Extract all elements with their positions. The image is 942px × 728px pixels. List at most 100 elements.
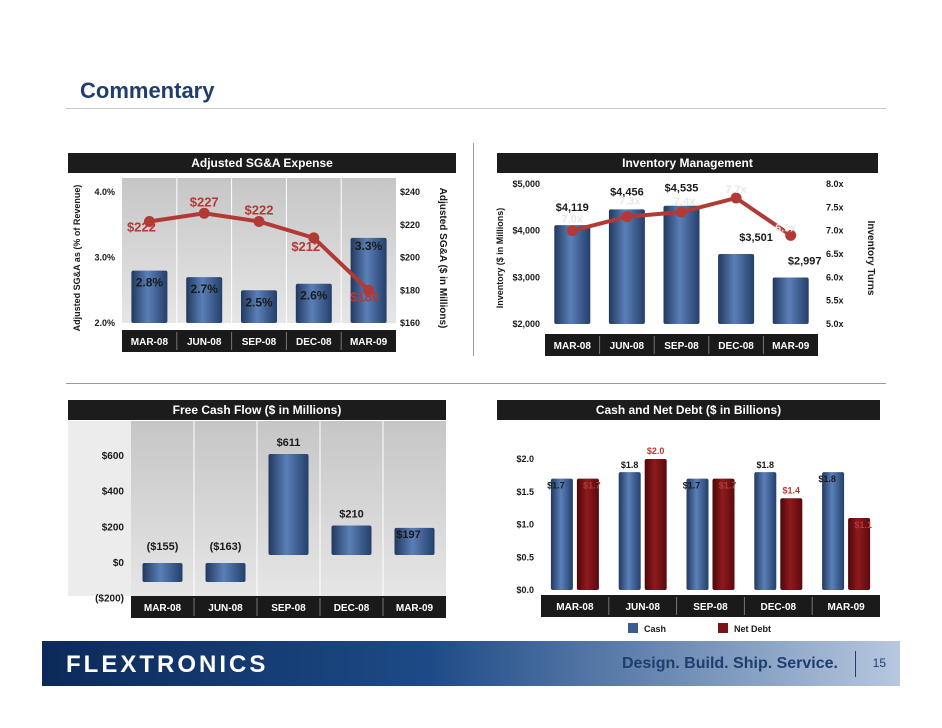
- fcf-tick: $0: [113, 558, 125, 569]
- inventory-right-axis-label: Inventory Turns: [865, 221, 876, 296]
- fcf-bar: [394, 527, 435, 555]
- fcf-bar: [268, 454, 309, 555]
- fcf-bar: [331, 525, 372, 555]
- fcf-axis-strip: [131, 596, 446, 618]
- fcf-bar: [142, 563, 183, 582]
- sga-category-label: JUN-08: [187, 337, 222, 348]
- sga-bar-label: 2.8%: [136, 276, 164, 290]
- sga-line-point: [198, 207, 210, 219]
- inventory-bar: [772, 277, 809, 324]
- fcf-bar: [205, 563, 246, 582]
- inventory-bar: [608, 209, 645, 324]
- sga-bar-label: 3.3%: [355, 239, 383, 253]
- sga-right-tick: $220: [400, 220, 420, 230]
- inventory-bar-label: $4,119: [556, 202, 589, 214]
- fcf-header: [68, 400, 446, 420]
- sga-title: Adjusted SG&A Expense: [191, 156, 333, 170]
- fcf-tick: $400: [102, 487, 125, 498]
- cash-bar-label: $1.7: [683, 481, 701, 491]
- page-title: Commentary: [80, 78, 215, 103]
- inventory-line-label: 7.0x: [562, 214, 584, 226]
- legend-cash-swatch: [628, 623, 638, 633]
- sga-category-label: SEP-08: [242, 337, 277, 348]
- sga-category-label: DEC-08: [296, 337, 332, 348]
- net-debt-bar-label: $1.7: [583, 481, 601, 491]
- inventory-axis-strip: [545, 334, 818, 356]
- fcf-category-label: JUN-08: [208, 603, 243, 614]
- inventory-bar: [718, 253, 755, 324]
- vertical-divider: [473, 143, 474, 356]
- cash-bar-label: $1.8: [818, 474, 836, 484]
- cash-tick: $1.5: [516, 487, 534, 497]
- legend-net-debt-swatch: [718, 623, 728, 633]
- inventory-category-label: DEC-08: [718, 341, 754, 352]
- net-debt-bar: [644, 459, 667, 590]
- sga-axis-strip: [122, 330, 396, 352]
- inventory-left-tick: $5,000: [512, 179, 540, 189]
- inventory-header: [497, 153, 878, 173]
- sga-bar: [241, 290, 277, 323]
- inventory-bar-label: $4,535: [665, 183, 699, 195]
- fcf-tick: ($200): [95, 594, 124, 605]
- net-debt-bar: [576, 478, 599, 590]
- sga-bar: [295, 283, 332, 323]
- cash-bar: [686, 478, 709, 590]
- inventory-title: Inventory Management: [622, 156, 753, 170]
- fcf-bar-label: ($163): [210, 541, 242, 553]
- inventory-line-point: [621, 211, 633, 223]
- fcf-category-label: MAR-09: [396, 603, 434, 614]
- cash-category-label: MAR-09: [827, 602, 865, 613]
- inventory-left-axis-label: Inventory ($ in Millions): [495, 208, 505, 309]
- inventory-right-tick: 5.0x: [826, 319, 844, 329]
- net-debt-bar-label: $1.1: [854, 520, 872, 530]
- inventory-bar: [554, 225, 591, 324]
- title-rule: [66, 108, 886, 109]
- inventory-bar: [663, 205, 700, 324]
- sga-left-axis-label: Adjusted SG&A as (% of Revenue): [72, 185, 82, 332]
- inventory-line-point: [676, 206, 687, 218]
- cash-tick: $0.5: [516, 552, 534, 562]
- inventory-line-label: 7.7x: [725, 184, 747, 196]
- sga-header: [68, 153, 456, 173]
- sga-line-label: $222: [245, 202, 274, 217]
- inventory-left-tick: $3,000: [512, 272, 540, 282]
- fcf-bar-label: $197: [396, 529, 420, 541]
- fcf-tick: $600: [102, 451, 125, 462]
- inventory-line-label: 7.4x: [674, 196, 696, 208]
- footer-bar: FLEXTRONICS Design. Build. Ship. Service…: [42, 641, 900, 686]
- sga-bar-label: 2.6%: [300, 289, 328, 303]
- footer-tagline: Design. Build. Ship. Service.: [621, 655, 838, 672]
- cash-bar: [550, 478, 573, 590]
- net-debt-bar: [848, 517, 871, 590]
- inventory-line-label: 6.9x: [775, 222, 797, 234]
- cash-tick: $2.0: [516, 454, 534, 464]
- cash-tick: $0.0: [516, 585, 534, 595]
- inventory-category-label: JUN-08: [610, 341, 645, 352]
- inventory-left-tick: $4,000: [512, 226, 540, 236]
- fcf-category-label: DEC-08: [334, 603, 370, 614]
- fcf-category-label: MAR-08: [144, 603, 182, 614]
- cash-bar-label: $1.8: [757, 460, 775, 470]
- sga-left-tick: 2.0%: [94, 318, 115, 328]
- inventory-bar-label: $4,456: [610, 186, 644, 198]
- page-number: 15: [872, 656, 886, 670]
- inventory-right-tick: 6.5x: [826, 249, 844, 259]
- sga-right-tick: $160: [400, 318, 420, 328]
- cash-axis-strip: [541, 595, 880, 617]
- fcf-tick: $200: [102, 522, 125, 533]
- cash-bar: [822, 472, 845, 590]
- sga-bar-label: 2.5%: [245, 295, 273, 309]
- legend-cash-label: Cash: [644, 624, 666, 634]
- cash-bar: [618, 472, 641, 590]
- inventory-right-tick: 5.5x: [826, 296, 844, 306]
- sga-right-tick: $240: [400, 187, 420, 197]
- cash-category-label: MAR-08: [556, 602, 594, 613]
- inventory-line-point: [730, 192, 742, 204]
- inventory-line-point: [785, 229, 797, 241]
- sga-bar-label: 2.7%: [191, 282, 219, 296]
- fcf-bar-label: $210: [339, 509, 363, 521]
- sga-line-label: $212: [291, 239, 320, 254]
- cash-bar-label: $1.7: [547, 481, 565, 491]
- net-debt-bar-label: $1.7: [719, 481, 737, 491]
